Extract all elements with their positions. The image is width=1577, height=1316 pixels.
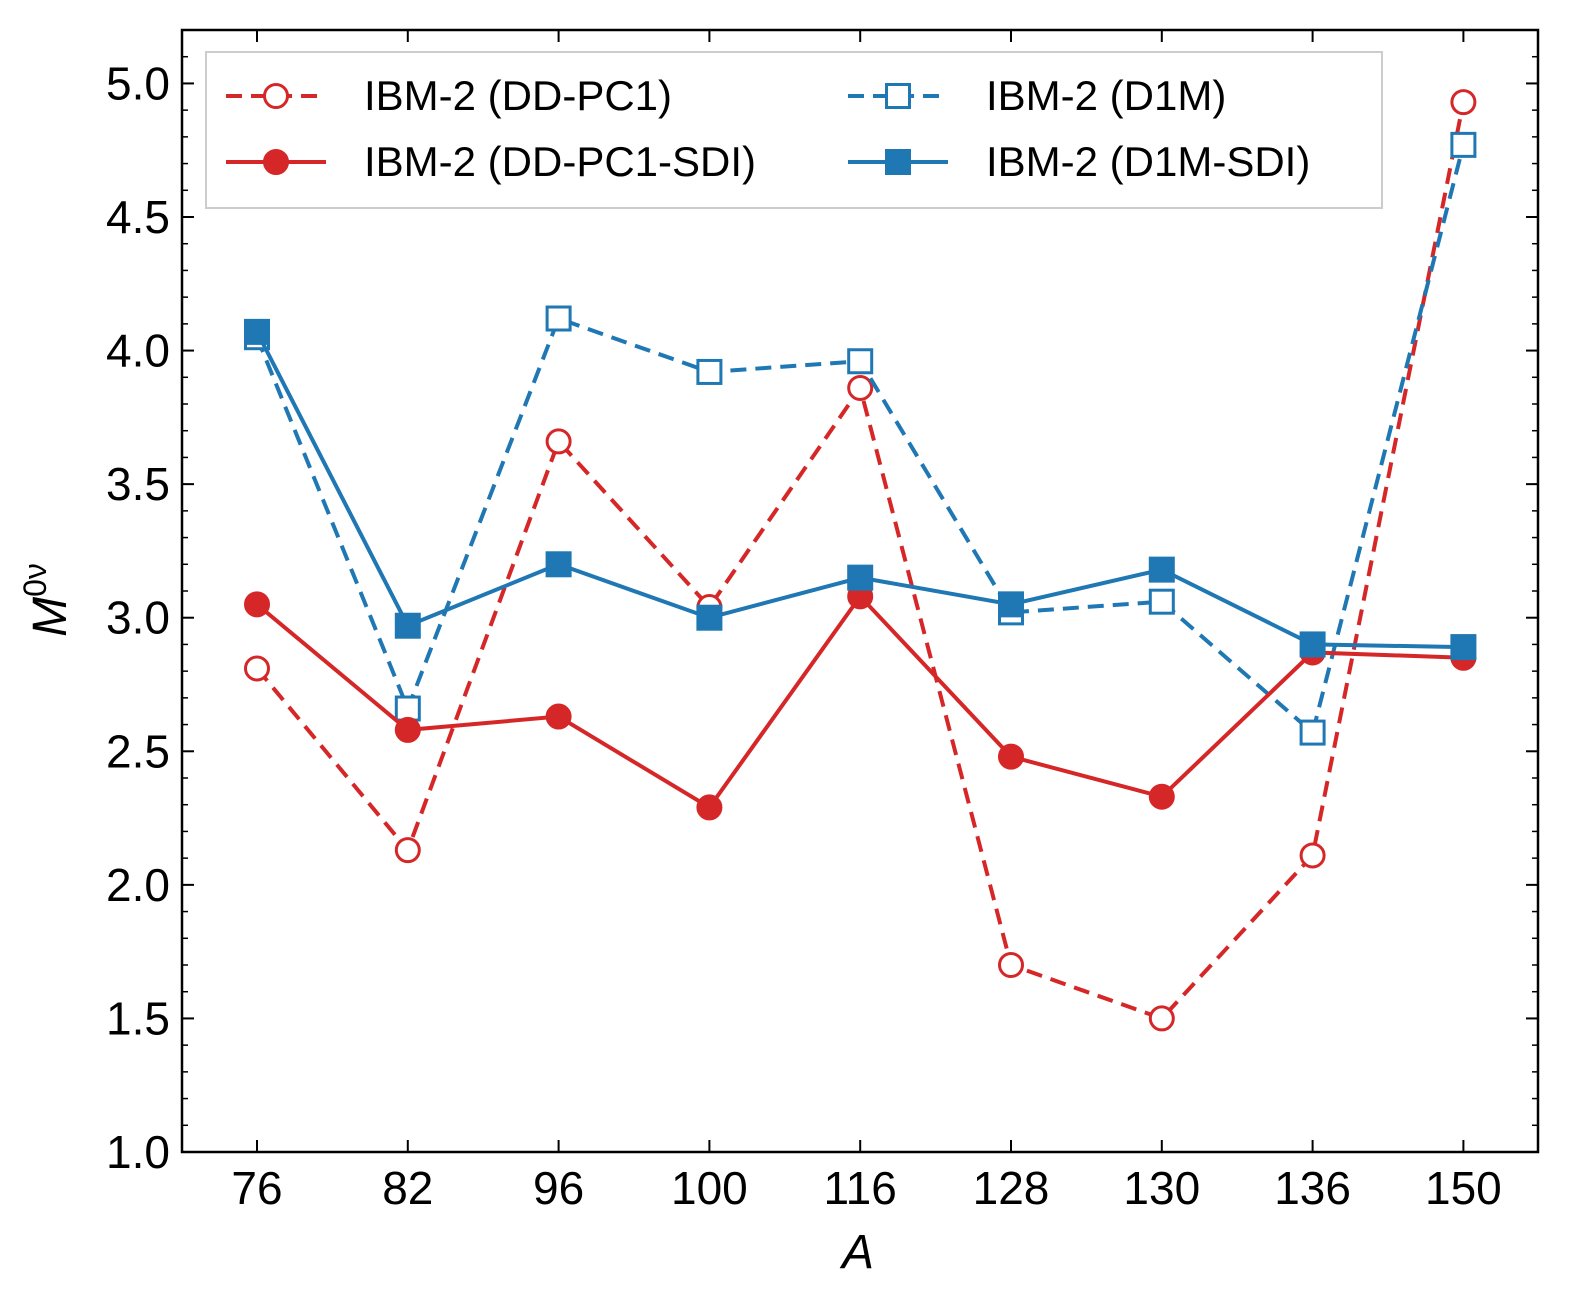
legend-marker — [885, 83, 911, 109]
y-axis-title-main: M — [24, 597, 77, 637]
series-2 — [244, 583, 1477, 821]
data-point — [1148, 783, 1175, 810]
data-point — [545, 703, 572, 730]
data-point — [1148, 1005, 1175, 1032]
x-tick-label: 150 — [1425, 1162, 1502, 1214]
y-tick-label: 2.5 — [106, 725, 170, 777]
data-point — [1450, 131, 1477, 158]
x-tick-label: 82 — [382, 1162, 433, 1214]
legend-label: IBM-2 (DD-PC1-SDI) — [364, 138, 756, 185]
y-tick-label: 1.5 — [106, 992, 170, 1044]
x-axis-title: A — [839, 1226, 874, 1279]
x-tick-label: 116 — [824, 1162, 897, 1214]
legend-marker — [263, 83, 289, 109]
data-point — [847, 564, 874, 591]
data-point — [244, 591, 270, 618]
y-tick-label: 5.0 — [106, 57, 170, 109]
series-3 — [244, 318, 1477, 661]
data-point — [696, 358, 723, 385]
data-point — [1450, 89, 1477, 116]
data-point — [244, 318, 270, 345]
data-point — [998, 952, 1024, 978]
y-tick-label: 4.5 — [106, 191, 170, 243]
data-point — [1299, 719, 1326, 746]
y-tick-label: 3.0 — [106, 592, 170, 644]
y-axis: 1.0 1.5 2.0 2.5 3.0 3.5 4.0 4.5 5.0 — [106, 57, 1538, 1178]
data-point — [545, 305, 572, 332]
legend-entry: IBM-2 (D1M-SDI) — [848, 138, 1310, 185]
x-tick-label: 128 — [973, 1162, 1050, 1214]
y-tick-label: 4.0 — [106, 325, 170, 377]
legend: IBM-2 (DD-PC1) IBM-2 (D1M) IBM-2 (DD-PC1-S… — [205, 51, 1383, 209]
data-point — [1148, 588, 1175, 615]
legend-marker — [885, 149, 911, 175]
data-point — [1148, 556, 1175, 583]
legend-entry: IBM-2 (D1M) — [848, 72, 1226, 119]
legend-entry: IBM-2 (DD-PC1) — [226, 72, 672, 119]
x-axis: 76 82 96 100 116 128 130 136 150 — [231, 30, 1502, 1214]
x-tick-label: 76 — [231, 1162, 282, 1214]
legend-entry: IBM-2 (DD-PC1-SDI) — [226, 138, 756, 185]
legend-marker — [263, 149, 289, 175]
data-point — [394, 695, 421, 722]
data-point — [394, 716, 421, 743]
x-tick-label: 130 — [1123, 1162, 1200, 1214]
data-point — [1450, 634, 1477, 661]
x-tick-label: 136 — [1274, 1162, 1351, 1214]
y-tick-label: 1.0 — [106, 1126, 170, 1178]
data-point — [998, 591, 1024, 618]
data-point — [696, 604, 723, 631]
series-0 — [244, 89, 1477, 1032]
data-point — [244, 655, 270, 682]
legend-label: IBM-2 (D1M) — [986, 72, 1226, 119]
legend-label: IBM-2 (DD-PC1) — [364, 72, 672, 119]
x-tick-label: 100 — [671, 1162, 748, 1214]
data-point — [394, 612, 421, 639]
data-point — [847, 348, 874, 375]
y-axis-title-superscript: 0ν — [17, 563, 53, 597]
data-point — [696, 794, 723, 821]
y-axis-title: M0ν — [17, 563, 77, 637]
data-point — [847, 374, 874, 401]
legend-label: IBM-2 (D1M-SDI) — [986, 138, 1310, 185]
data-point — [998, 743, 1024, 770]
y-tick-label: 2.0 — [106, 859, 170, 911]
y-tick-label: 3.5 — [106, 458, 170, 510]
data-point — [545, 551, 572, 578]
legend-frame — [205, 51, 1383, 209]
plot-frame — [180, 28, 1540, 1154]
series-layer — [244, 89, 1477, 1032]
data-point — [394, 837, 421, 864]
data-point — [545, 428, 572, 455]
data-point — [1299, 631, 1326, 658]
x-tick-label: 96 — [533, 1162, 584, 1214]
data-point — [1299, 842, 1326, 869]
